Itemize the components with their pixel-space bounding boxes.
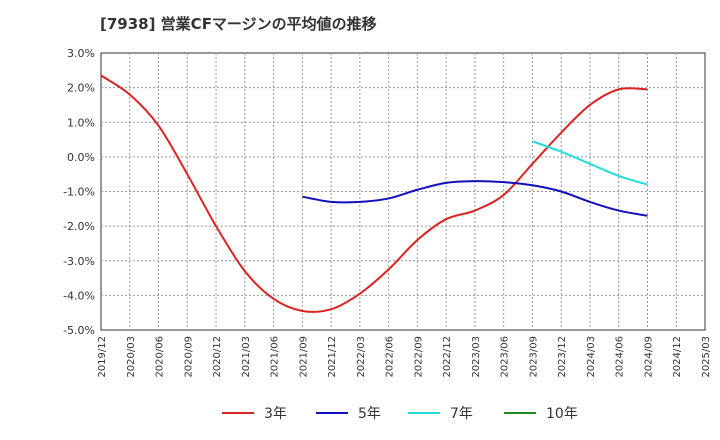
x-tick-label: 2019/12 [97,336,108,378]
chart-title: [7938] 営業CFマージンの平均値の推移 [100,15,377,33]
y-tick-label: -1.0% [63,186,95,199]
x-tick-label: 2023/06 [500,336,511,378]
legend: 3年 5年 7年 10年 [222,406,578,422]
x-tick-label: 2021/09 [298,336,309,378]
legend-label: 3年 [264,406,287,422]
y-tick-label: 1.0% [67,116,95,129]
y-tick-label: -4.0% [63,289,95,302]
x-tick-label: 2024/09 [643,336,654,378]
x-tick-label: 2021/06 [270,336,281,378]
x-tick-label: 2020/12 [212,336,223,378]
x-tick-label: 2021/12 [327,336,338,378]
y-tick-label: -5.0% [63,324,95,337]
series-line-1 [100,74,648,313]
x-tick-label: 2023/09 [528,336,539,378]
x-tick-label: 2023/12 [557,336,568,378]
y-tick-label: -2.0% [63,220,95,233]
legend-label: 5年 [358,406,381,422]
y-tick-label: 0.0% [67,151,95,164]
x-tick-label: 2024/06 [615,336,626,378]
y-tick-label: -3.0% [63,255,95,268]
grid-layer [100,52,706,331]
x-tick-label: 2022/09 [413,336,424,378]
y-tick-label: 3.0% [67,47,95,60]
series-line-3 [532,140,648,186]
x-tick-label: 2025/03 [701,336,712,378]
x-tick-label: 2020/09 [183,336,194,378]
legend-label: 10年 [546,406,578,422]
series-layer [100,74,648,313]
x-tick-label: 2022/12 [442,336,453,378]
x-tick-label: 2023/03 [471,336,482,378]
x-tick-label: 2020/03 [126,336,137,378]
x-tick-label: 2021/03 [241,336,252,378]
legend-label: 7年 [450,406,473,422]
x-tick-label: 2022/03 [356,336,367,378]
axis-layer: 3.0% 2.0% 1.0% 0.0% -1.0% -2.0% -3.0% -4.0% -5.0… [63,47,712,378]
x-tick-label: 2022/06 [385,336,396,378]
x-tick-label: 2020/06 [155,336,166,378]
x-tick-label: 2024/12 [672,336,683,378]
series-line-2 [302,180,648,217]
x-tick-label: 2024/03 [586,336,597,378]
y-tick-label: 2.0% [67,82,95,95]
